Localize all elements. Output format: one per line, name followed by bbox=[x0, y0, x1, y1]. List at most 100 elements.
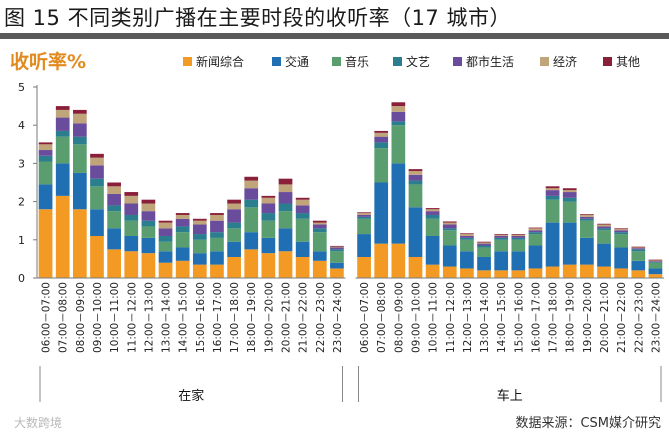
bar-segment bbox=[158, 262, 173, 278]
bar-segment bbox=[562, 201, 577, 223]
bar-segment bbox=[175, 218, 190, 227]
bar-segment bbox=[511, 251, 526, 271]
x-tick-label: 09:00－10:00 bbox=[92, 282, 104, 353]
legend-swatch bbox=[393, 57, 402, 66]
bar-segment bbox=[55, 109, 70, 118]
bar-segment bbox=[261, 237, 276, 254]
bar-segment bbox=[55, 117, 70, 131]
bar-segment bbox=[391, 102, 406, 107]
bar-segment bbox=[648, 259, 663, 261]
x-tick-label: 23:00－24:00 bbox=[332, 282, 344, 353]
bar-segment bbox=[330, 245, 344, 247]
bar-segment bbox=[141, 237, 156, 254]
group-label: 车上 bbox=[497, 388, 523, 404]
x-tick-label: 17:00－18:00 bbox=[548, 282, 560, 353]
bar-segment bbox=[357, 216, 371, 219]
bar-segment bbox=[90, 178, 104, 187]
bar-segment bbox=[528, 245, 543, 269]
x-tick-label: 20:00－21:00 bbox=[281, 282, 293, 353]
bar-segment bbox=[494, 239, 509, 252]
bar-segment bbox=[460, 233, 474, 235]
bar-segment bbox=[192, 264, 207, 278]
bar-segment bbox=[124, 251, 139, 278]
y-tick-label: 5 bbox=[18, 81, 25, 94]
bar-segment bbox=[244, 249, 259, 278]
bar-segment bbox=[580, 237, 594, 265]
bar-segment bbox=[425, 218, 440, 236]
bar-segment bbox=[38, 150, 53, 156]
bar-segment bbox=[72, 209, 87, 278]
bar-segment bbox=[278, 192, 293, 204]
bar-segment bbox=[55, 106, 70, 110]
x-tick-label: 18:00－19:00 bbox=[246, 282, 258, 353]
bar-segment bbox=[494, 234, 509, 236]
bar-segment bbox=[312, 228, 327, 233]
y-axis-label: 收听率% bbox=[10, 50, 86, 73]
bar-segment bbox=[312, 251, 327, 261]
bar-segment bbox=[425, 264, 440, 278]
legend-label: 交通 bbox=[285, 54, 309, 69]
bar-segment bbox=[330, 251, 344, 263]
bar-segment bbox=[374, 136, 389, 143]
x-tick-label: 10:00－11:00 bbox=[109, 282, 121, 353]
bar-segment bbox=[124, 235, 139, 252]
bar-segment bbox=[528, 268, 543, 278]
bar-segment bbox=[545, 188, 560, 191]
bar-segment bbox=[55, 195, 70, 278]
x-tick-label: 06:00－07:00 bbox=[359, 282, 371, 353]
bar-segment bbox=[330, 246, 344, 248]
x-tick-label: 19:00－20:00 bbox=[263, 282, 275, 353]
bar-segment bbox=[158, 235, 173, 242]
bar-segment bbox=[278, 211, 293, 229]
y-tick-label: 3 bbox=[18, 157, 25, 170]
x-tick-label: 23:00－24:00 bbox=[650, 282, 662, 353]
bar-segment bbox=[648, 268, 663, 275]
x-axis: 06:00－07:00 07:00－08:00 08:00－09:00 09:00－1… bbox=[37, 277, 664, 353]
bar-segment bbox=[597, 226, 611, 229]
bar-segment bbox=[295, 197, 310, 200]
bar-segment bbox=[141, 199, 156, 204]
bar-segment bbox=[631, 249, 646, 252]
stacked-bar-chart: 收听率% 新闻综合 交通 音乐 文艺 都市生活 经济 其他 0 1 2 3 4 5 06:00－07:… bbox=[0, 33, 669, 404]
bar-segment bbox=[374, 182, 389, 244]
bar-segment bbox=[442, 245, 457, 267]
bar-segment bbox=[38, 161, 53, 185]
bar-segment bbox=[408, 256, 423, 278]
group-label: 在家 bbox=[178, 388, 204, 404]
bar-segment bbox=[425, 211, 440, 215]
bar-segment bbox=[72, 172, 87, 210]
bar-segment bbox=[374, 132, 389, 137]
bar-segment bbox=[210, 251, 224, 265]
bar-segment bbox=[278, 251, 293, 278]
bar-segment bbox=[374, 130, 389, 133]
bar-segment bbox=[227, 203, 241, 210]
bar-segment bbox=[580, 214, 594, 217]
bar-segment bbox=[312, 220, 327, 223]
bar-segment bbox=[425, 214, 440, 219]
x-tick-label: 08:00－09:00 bbox=[75, 282, 87, 353]
bar-segment bbox=[631, 248, 646, 250]
x-tick-label: 16:00－17:00 bbox=[530, 282, 542, 353]
bar-segment bbox=[175, 260, 190, 278]
bar-segment bbox=[227, 222, 241, 229]
bar-segment bbox=[442, 266, 457, 278]
bar-segment bbox=[357, 256, 371, 278]
legend-label: 新闻综合 bbox=[196, 54, 244, 69]
bar-segment bbox=[442, 222, 457, 225]
bar-segment bbox=[124, 220, 139, 236]
bar-segment bbox=[580, 214, 594, 215]
bar-segment bbox=[545, 199, 560, 223]
bar-segment bbox=[295, 205, 310, 214]
bar-segment bbox=[648, 262, 663, 269]
bar-segment bbox=[494, 234, 509, 235]
bar-segment bbox=[192, 239, 207, 254]
bar-segment bbox=[158, 251, 173, 263]
bar-segment bbox=[631, 247, 646, 249]
bar-segment bbox=[175, 226, 190, 233]
bar-segment bbox=[631, 260, 646, 271]
bar-segment bbox=[210, 232, 224, 238]
title-underline bbox=[0, 33, 669, 39]
y-tick-label: 0 bbox=[18, 272, 25, 285]
bar-segment bbox=[460, 239, 474, 252]
bar-segment bbox=[107, 205, 121, 212]
